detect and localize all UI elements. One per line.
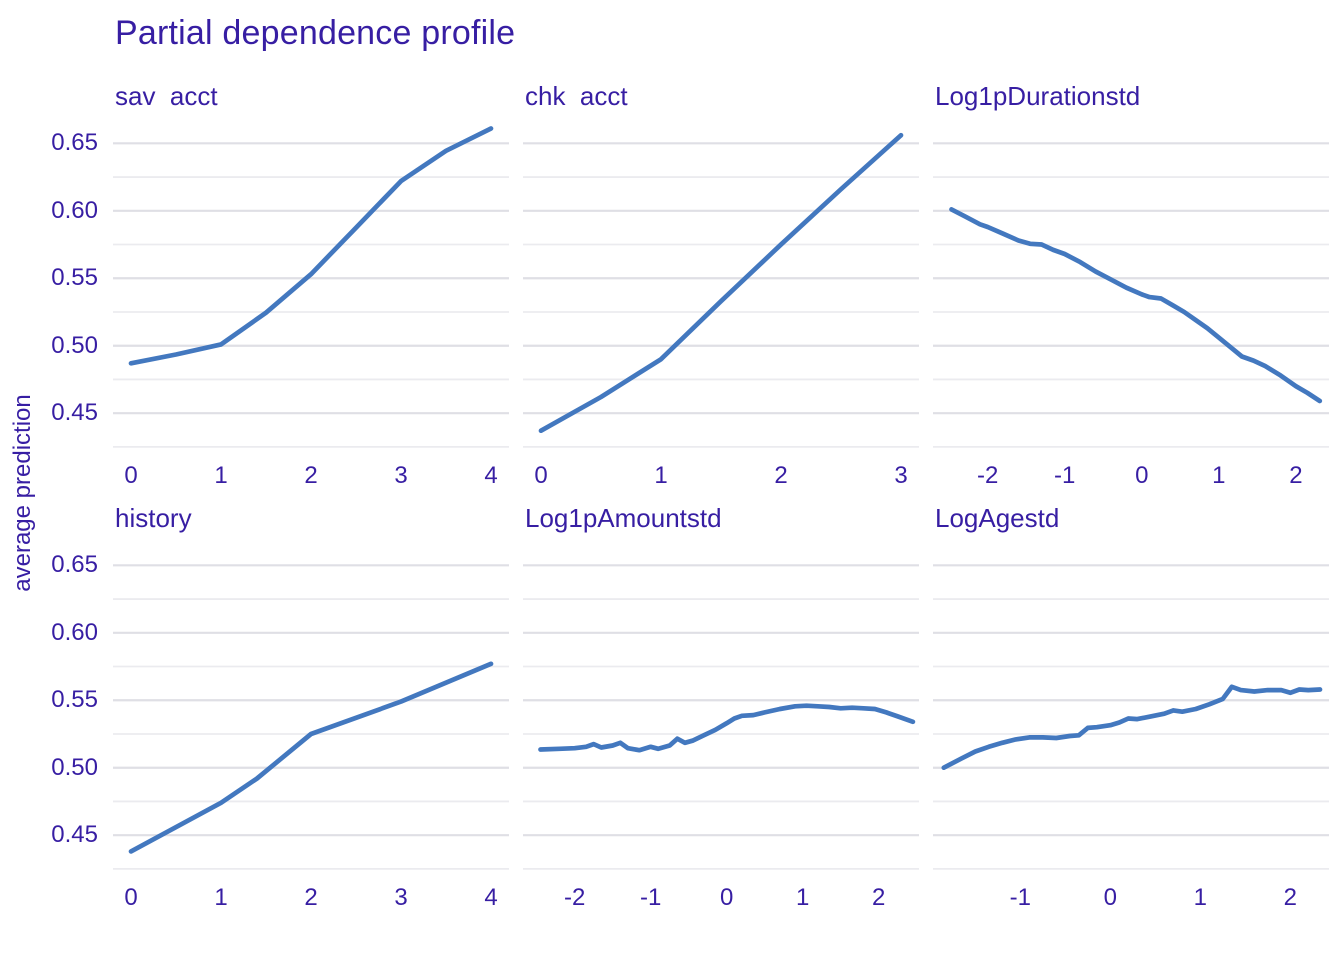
x-axis: -2 -1 0 1 2: [523, 884, 919, 914]
x-tick-label: 2: [304, 884, 318, 911]
pdp-line: [128, 126, 494, 366]
x-tick-label: 3: [894, 462, 908, 489]
plot-area: [113, 564, 509, 870]
x-tick-label: 2: [1289, 462, 1303, 489]
panel-chk-acct: chk acct 0 1 2 3: [523, 82, 919, 492]
pdp-line: [941, 684, 1323, 771]
y-tick-label: 0.60: [51, 618, 98, 646]
x-tick-label: 1: [1193, 884, 1207, 911]
x-tick-label: 0: [720, 884, 734, 911]
x-tick-label: -2: [977, 462, 999, 489]
x-tick-label: 0: [124, 462, 138, 489]
y-tick-label: 0.55: [51, 264, 98, 292]
y-tick-label: 0.45: [51, 821, 98, 849]
y-tick-label: 0.65: [51, 129, 98, 157]
facet-title: Log1pDurationstd: [935, 81, 1141, 111]
x-tick-label: 0: [1135, 462, 1149, 489]
x-tick-label: 0: [124, 884, 138, 911]
x-axis: -1 0 1 2: [933, 884, 1329, 914]
x-tick-label: 4: [484, 884, 498, 911]
y-axis-title: average prediction: [9, 394, 36, 592]
pdp-line: [128, 661, 494, 854]
facet-title: LogAgestd: [935, 503, 1060, 533]
x-tick-label: -1: [1009, 884, 1031, 911]
y-tick-label: 0.55: [51, 686, 98, 714]
y-tick-label: 0.50: [51, 753, 98, 781]
plot-area: [933, 564, 1329, 870]
pdp-line: [538, 703, 916, 753]
panel-log1pamountstd: Log1pAmountstd -2 -1 0 1 2: [523, 504, 919, 914]
x-axis: 0 1 2 3 4: [113, 884, 509, 914]
facet-title: chk acct: [525, 81, 628, 111]
y-tick-label: 0.45: [51, 399, 98, 427]
x-axis: 0 1 2 3 4: [113, 462, 509, 492]
x-tick-label: 2: [1283, 884, 1297, 911]
y-tick-label: 0.65: [51, 551, 98, 579]
panel-history: history 0 1 2 3 4: [113, 504, 509, 914]
chart-title: Partial dependence profile: [115, 14, 516, 52]
x-tick-label: 1: [214, 462, 228, 489]
facet-title: sav acct: [115, 81, 218, 111]
x-tick-label: 2: [872, 884, 886, 911]
x-tick-label: 0: [1103, 884, 1117, 911]
facet-title: Log1pAmountstd: [525, 503, 722, 533]
x-tick-label: 2: [774, 462, 788, 489]
pdp-line: [949, 207, 1323, 404]
x-tick-label: 2: [304, 462, 318, 489]
x-tick-label: -1: [640, 884, 662, 911]
panel-logagestd: LogAgestd -1 0 1 2: [933, 504, 1329, 914]
x-tick-label: 0: [534, 462, 548, 489]
x-tick-label: -2: [564, 884, 586, 911]
plot-area: [933, 142, 1329, 448]
y-tick-label: 0.60: [51, 196, 98, 224]
x-axis: 0 1 2 3: [523, 462, 919, 492]
x-tick-label: 1: [796, 884, 810, 911]
x-tick-label: 4: [484, 462, 498, 489]
x-tick-label: 1: [654, 462, 668, 489]
plot-area: [523, 132, 919, 448]
pdp-line: [538, 132, 904, 434]
plot-area: [113, 126, 509, 448]
x-tick-label: 1: [1212, 462, 1226, 489]
x-tick-label: 3: [394, 884, 408, 911]
panel-sav-acct: sav acct 0 1 2 3 4: [113, 82, 509, 492]
x-tick-label: 3: [394, 462, 408, 489]
panel-log1pdurationstd: Log1pDurationstd -2 -1 0 1 2: [933, 82, 1329, 492]
y-tick-label: 0.50: [51, 331, 98, 359]
x-tick-label: 1: [214, 884, 228, 911]
facet-title: history: [115, 503, 192, 533]
plot-area: [523, 564, 919, 870]
x-tick-label: -1: [1054, 462, 1076, 489]
x-axis: -2 -1 0 1 2: [933, 462, 1329, 492]
